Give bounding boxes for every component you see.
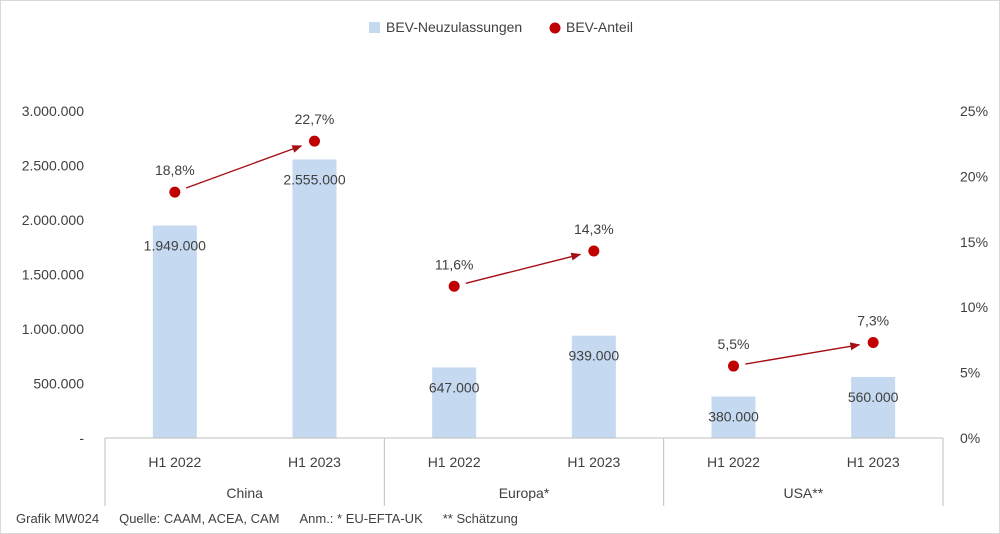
y-tick-label: 500.000	[33, 376, 84, 392]
share-point	[728, 360, 739, 372]
bar	[292, 159, 337, 438]
legend-label-point: BEV-Anteil	[566, 19, 633, 35]
bar	[432, 367, 477, 438]
group-label: USA**	[783, 485, 823, 501]
legend-swatch-point	[549, 22, 561, 34]
bar	[851, 376, 896, 438]
share-point	[448, 280, 460, 292]
share-value-label: 5,5%	[718, 336, 750, 352]
share-value-label: 7,3%	[857, 313, 889, 329]
y2-tick-label: 5%	[960, 365, 980, 381]
y-tick-label: -	[79, 430, 84, 446]
y-tick-label: 1.000.000	[22, 321, 84, 337]
y-tick-label: 2.000.000	[22, 212, 84, 228]
y2-tick-label: 25%	[960, 103, 988, 119]
trend-arrow	[465, 252, 582, 285]
y2-tick-label: 15%	[960, 234, 988, 250]
share-point	[588, 245, 600, 257]
annotation-note: Anm.: * EU-EFTA-UK	[299, 511, 423, 526]
share-value-label: 18,8%	[155, 162, 195, 178]
bar-value-label: 1.949.000	[144, 238, 206, 254]
x-tick-label: H1 2022	[148, 454, 201, 470]
group-label: Europa*	[499, 485, 550, 501]
chart-footer: Grafik MW024 Quelle: CAAM, ACEA, CAM Anm.:…	[16, 511, 538, 526]
share-point	[169, 186, 181, 198]
group-label: China	[226, 485, 263, 501]
trend-arrow	[745, 342, 861, 365]
y2-tick-label: 0%	[960, 430, 980, 446]
bar-value-label: 939.000	[569, 348, 620, 364]
y-tick-label: 2.500.000	[22, 158, 84, 174]
estimate-note: ** Schätzung	[442, 511, 518, 526]
x-tick-label: H1 2022	[707, 454, 760, 470]
chart-id: Grafik MW024	[16, 511, 100, 526]
share-point	[309, 135, 320, 147]
y2-tick-label: 20%	[960, 168, 988, 184]
trend-arrow	[185, 145, 303, 189]
bar-value-label: 2.555.000	[283, 172, 345, 188]
share-point	[867, 337, 879, 349]
bar-value-label: 560.000	[848, 389, 899, 405]
bar-value-label: 647.000	[429, 379, 480, 395]
share-value-label: 11,6%	[435, 256, 474, 272]
bar	[152, 225, 197, 438]
share-value-label: 14,3%	[574, 221, 614, 237]
bar	[711, 396, 756, 438]
bar-value-label: 380.000	[708, 409, 759, 425]
x-tick-label: H1 2023	[847, 454, 900, 470]
y2-tick-label: 10%	[960, 299, 988, 315]
legend-label-bar: BEV-Neuzulassungen	[386, 19, 522, 35]
x-tick-label: H1 2023	[567, 454, 620, 470]
y-tick-label: 3.000.000	[22, 103, 84, 119]
source-note: Quelle: CAAM, ACEA, CAM	[119, 511, 280, 526]
bar	[571, 335, 616, 438]
share-value-label: 22,7%	[295, 111, 335, 127]
y-tick-label: 1.500.000	[22, 267, 84, 283]
x-tick-label: H1 2023	[288, 454, 341, 470]
legend-swatch-bar	[369, 22, 380, 33]
x-tick-label: H1 2022	[428, 454, 481, 470]
